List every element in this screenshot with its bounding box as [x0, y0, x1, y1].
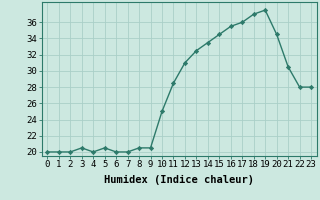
X-axis label: Humidex (Indice chaleur): Humidex (Indice chaleur) — [104, 175, 254, 185]
